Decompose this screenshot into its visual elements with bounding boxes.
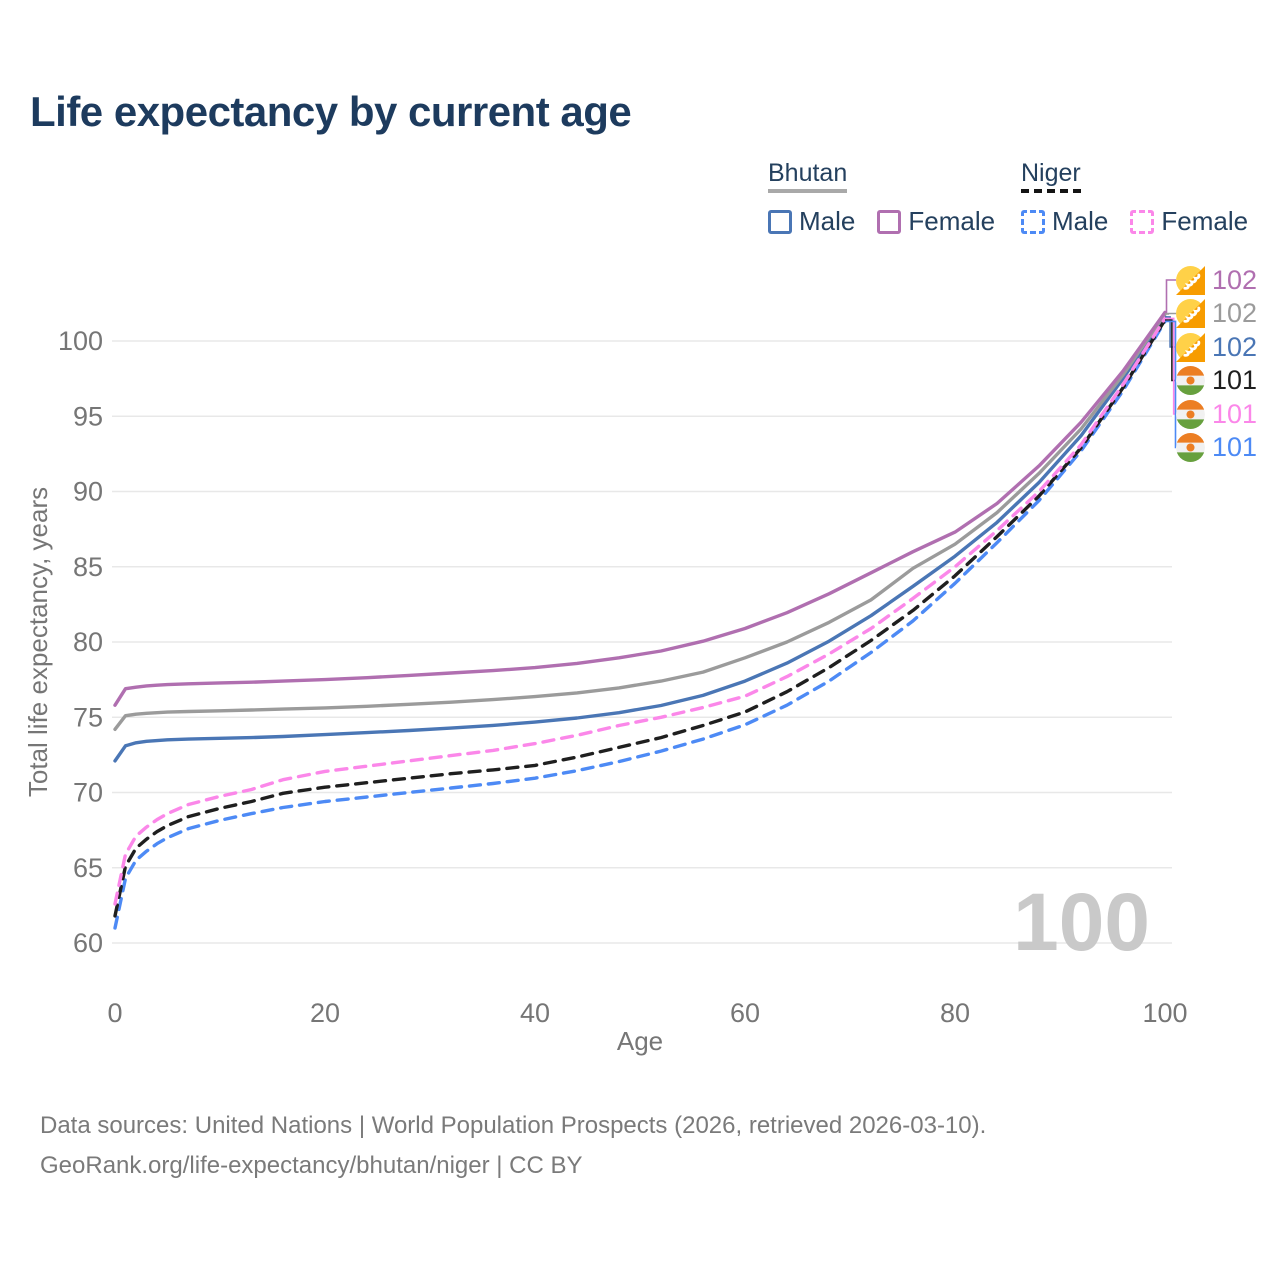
- niger-flag-icon: [1176, 366, 1205, 395]
- end-value-label: 102: [1212, 264, 1258, 295]
- end-value-label: 101: [1212, 365, 1258, 395]
- y-tick-label-90: 90: [73, 477, 103, 507]
- y-tick-label-70: 70: [73, 778, 103, 808]
- legend-country-label[interactable]: Bhutan: [768, 159, 848, 187]
- legend-dashed-line-sample: [1021, 189, 1081, 193]
- chart-area[interactable]: 60 65 70 75 80 85 90 95 100 0 20 40 60 80 100 Age Total …: [0, 250, 1280, 1080]
- end-value-label: 101: [1212, 432, 1258, 462]
- end-value-label: 101: [1212, 398, 1258, 429]
- end-label-row-bhutan-female: 102: [1176, 264, 1257, 296]
- legend-country-label[interactable]: Niger: [1021, 159, 1081, 187]
- series-line-bhutan-both: [113, 312, 1167, 731]
- legend-item-niger-female[interactable]: Female: [1130, 206, 1248, 237]
- footer-sources-line: Data sources: United Nations | World Pop…: [40, 1112, 987, 1139]
- series-line-niger-female: [113, 316, 1167, 906]
- leader-line-niger-male: [1165, 320, 1177, 449]
- footer-attribution-line: GeoRank.org/life-expectancy/bhutan/niger…: [40, 1152, 583, 1179]
- end-label-row-bhutan-both: 102: [1176, 298, 1257, 330]
- legend-swatch: [1130, 209, 1155, 234]
- chart-canvas[interactable]: 60 65 70 75 80 85 90 95 100 0 20 40 60 80 100 Age Total …: [0, 250, 1280, 1080]
- y-tick-label-95: 95: [73, 401, 103, 431]
- x-tick-label-40: 40: [520, 998, 550, 1028]
- chart-legend: Bhutan Male Female Niger Male Female: [0, 160, 1280, 240]
- end-value-label: 102: [1212, 331, 1258, 362]
- y-tick-label-100: 100: [58, 326, 103, 356]
- legend-item-bhutan-female[interactable]: Female: [877, 206, 995, 237]
- footer: Data sources: United Nations | World Pop…: [40, 1106, 986, 1186]
- end-value-label: 102: [1212, 298, 1258, 328]
- series-line-bhutan-female: [113, 310, 1167, 707]
- legend-swatch: [877, 209, 902, 234]
- bhutan-flag-icon: [1176, 299, 1205, 328]
- legend-item-label: Male: [1052, 206, 1109, 236]
- leader-line-bhutan-female: [1165, 279, 1176, 314]
- bhutan-flag-icon: [1176, 332, 1205, 362]
- end-label-row-niger-female: 101: [1176, 398, 1257, 430]
- niger-flag-icon: [1176, 399, 1205, 429]
- niger-flag-icon: [1176, 433, 1205, 462]
- end-label-row-niger-male: 101: [1176, 432, 1257, 464]
- y-tick-label-75: 75: [73, 702, 103, 732]
- legend-item-niger-male[interactable]: Male: [1021, 206, 1108, 237]
- y-tick-label-65: 65: [73, 853, 103, 883]
- age-counter-watermark: 100: [1013, 877, 1150, 968]
- y-tick-label-85: 85: [73, 552, 103, 582]
- legend-item-label: Male: [799, 206, 856, 236]
- x-tick-label-80: 80: [940, 998, 970, 1028]
- x-tick-label-20: 20: [310, 998, 340, 1028]
- legend-group-bhutan: Bhutan Male Female: [768, 160, 1017, 239]
- x-tick-label-100: 100: [1142, 998, 1187, 1028]
- legend-swatch: [768, 209, 792, 234]
- legend-item-label: Female: [908, 206, 996, 236]
- y-axis-title: Total life expectancy, years: [23, 487, 53, 797]
- legend-item-label: Female: [1161, 206, 1249, 236]
- x-tick-label-60: 60: [730, 998, 760, 1028]
- legend-solid-line-sample: [768, 189, 848, 193]
- end-label-row-niger-both: 101: [1176, 365, 1257, 397]
- x-axis-title: Age: [617, 1026, 663, 1056]
- y-tick-label-80: 80: [73, 627, 103, 657]
- series-line-bhutan-male: [113, 315, 1167, 763]
- legend-item-bhutan-male[interactable]: Male: [768, 206, 855, 237]
- bhutan-flag-icon: [1176, 265, 1205, 295]
- x-tick-label-0: 0: [107, 998, 122, 1028]
- end-label-row-bhutan-male: 102: [1176, 331, 1257, 363]
- y-tick-label-60: 60: [73, 928, 103, 958]
- legend-swatch: [1021, 209, 1045, 234]
- series-line-niger-male: [113, 319, 1167, 930]
- legend-group-niger: Niger Male Female: [1021, 160, 1270, 239]
- page-title: Life expectancy by current age: [30, 88, 632, 135]
- series-line-niger-both: [113, 318, 1167, 918]
